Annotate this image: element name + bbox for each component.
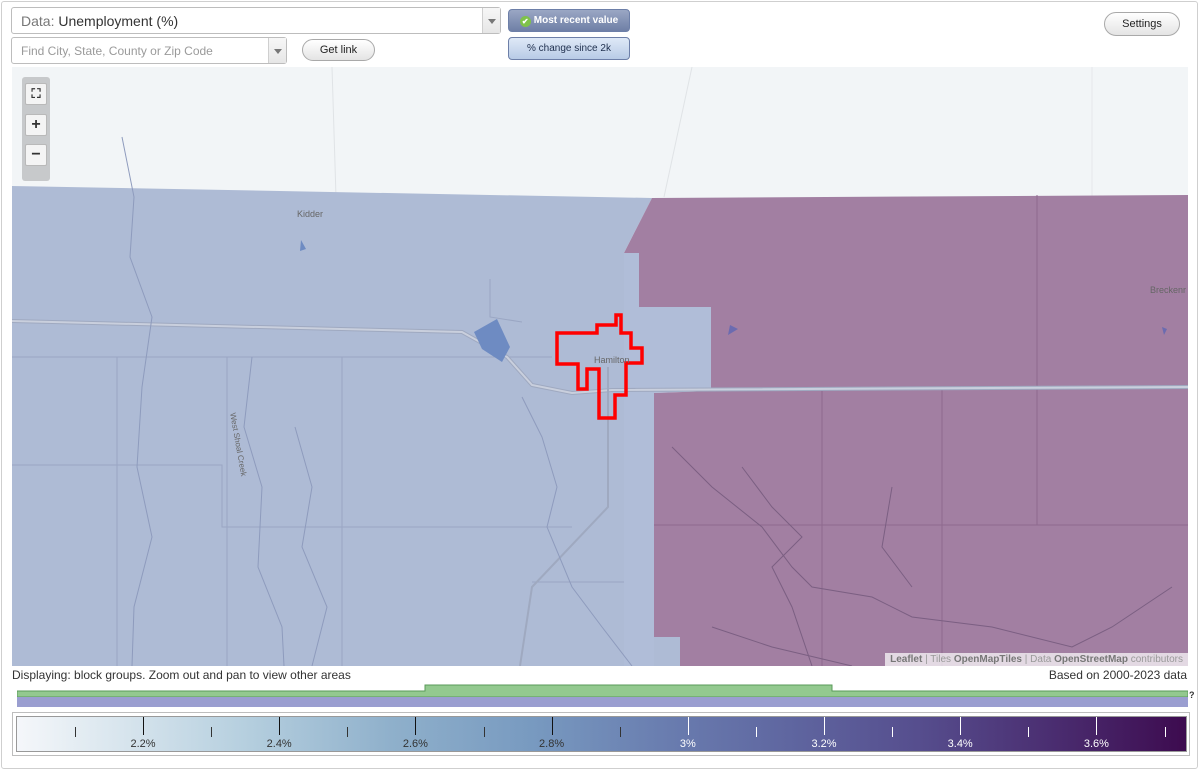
chevron-down-icon[interactable] bbox=[268, 38, 286, 63]
legend-tick-label: 2.8% bbox=[539, 738, 565, 750]
get-link-button[interactable]: Get link bbox=[302, 39, 375, 61]
legend-tick-minor bbox=[347, 727, 349, 737]
most-recent-value-toggle[interactable]: ✔ Most recent value bbox=[508, 9, 630, 32]
histogram-area-bar bbox=[17, 697, 1188, 707]
data-range-note: Based on 2000-2023 data bbox=[1048, 668, 1187, 682]
attribution-tiles-prefix: | Tiles bbox=[925, 654, 952, 665]
legend-tick-minor bbox=[619, 727, 621, 737]
map-canvas[interactable] bbox=[12, 67, 1188, 666]
data-select-text: Data: Unemployment (%) bbox=[21, 13, 178, 29]
place-label-hamilton: Hamilton bbox=[594, 355, 630, 365]
lake bbox=[1162, 327, 1167, 335]
search-input[interactable] bbox=[12, 38, 268, 63]
legend-tick-major bbox=[960, 717, 962, 735]
data-value: Unemployment (%) bbox=[58, 13, 179, 29]
legend-tick-label: 3% bbox=[679, 738, 696, 750]
settings-button[interactable]: Settings bbox=[1104, 12, 1180, 36]
zoom-out-button[interactable]: − bbox=[25, 144, 47, 166]
zoom-controls: ⛶ + − bbox=[22, 77, 50, 181]
legend-gradient: 2.2% 2.4% 2.6% 2.8% 3% 3.2% 3.4% 3.6% bbox=[16, 716, 1187, 752]
check-icon: ✔ bbox=[519, 16, 531, 27]
legend-tick-major bbox=[687, 717, 689, 735]
lake bbox=[300, 240, 306, 251]
legend-tick-label: 3.6% bbox=[1083, 738, 1109, 750]
attribution-data-prefix: | Data bbox=[1024, 654, 1052, 665]
legend-tick-major bbox=[415, 717, 417, 735]
most-recent-value-label: Most recent value bbox=[533, 15, 619, 26]
block-group-low[interactable] bbox=[654, 397, 680, 666]
legend-tick-minor bbox=[483, 727, 485, 737]
legend-tick-minor bbox=[755, 727, 757, 737]
distribution-histogram bbox=[17, 684, 1188, 707]
openstreetmap-link[interactable]: OpenStreetMap bbox=[1054, 654, 1128, 665]
block-group-low[interactable] bbox=[624, 253, 711, 666]
displaying-note: Displaying: block groups. Zoom out and p… bbox=[12, 668, 351, 682]
place-label-breckenridge: Breckenr bbox=[1150, 285, 1187, 295]
highway bbox=[12, 320, 1188, 395]
lake bbox=[728, 325, 738, 335]
chevron-down-icon[interactable] bbox=[482, 8, 500, 33]
block-group-high[interactable] bbox=[624, 195, 1188, 666]
road-line bbox=[331, 67, 337, 198]
data-select[interactable]: Data: Unemployment (%) bbox=[11, 7, 501, 34]
legend-tick-major bbox=[143, 717, 144, 735]
legend-tick-minor bbox=[211, 727, 213, 737]
fullscreen-icon[interactable]: ⛶ bbox=[25, 83, 47, 105]
legend-tick-major bbox=[279, 717, 281, 735]
leaflet-link[interactable]: Leaflet bbox=[890, 654, 923, 665]
attribution-suffix: contributors bbox=[1130, 654, 1183, 665]
histogram-neighbor-bar bbox=[17, 684, 1188, 698]
color-legend: 2.2% 2.4% 2.6% 2.8% 3% 3.2% 3.4% 3.6% bbox=[12, 712, 1190, 756]
map-attribution: Leaflet | Tiles OpenMapTiles | Data Open… bbox=[885, 653, 1188, 666]
legend-tick-major bbox=[551, 717, 553, 735]
legend-tick-label: 3.2% bbox=[811, 738, 837, 750]
map[interactable]: Kidder Hamilton Breckenr West Shoal Cree… bbox=[12, 67, 1188, 666]
data-prefix: Data: bbox=[21, 13, 55, 29]
legend-tick-minor bbox=[892, 727, 894, 737]
legend-tick-minor bbox=[1028, 727, 1030, 737]
highlight-outline[interactable] bbox=[555, 313, 644, 420]
openmaptiles-link[interactable]: OpenMapTiles bbox=[953, 654, 1022, 665]
legend-tick-label: 2.6% bbox=[402, 738, 428, 750]
road-line bbox=[663, 67, 693, 198]
road-line bbox=[519, 367, 609, 666]
block-group-low[interactable] bbox=[12, 186, 652, 666]
legend-tick-major bbox=[824, 717, 825, 735]
search-box[interactable] bbox=[11, 37, 287, 64]
boundary-lines bbox=[12, 279, 624, 666]
river bbox=[121, 136, 633, 666]
lake bbox=[474, 319, 510, 362]
help-icon[interactable]: ? bbox=[1189, 690, 1195, 700]
legend-tick-minor bbox=[1164, 727, 1166, 737]
zoom-in-button[interactable]: + bbox=[25, 114, 47, 136]
legend-tick-minor bbox=[74, 727, 76, 737]
place-label-kidder: Kidder bbox=[297, 209, 324, 219]
river bbox=[671, 446, 1173, 666]
legend-tick-major bbox=[1096, 717, 1098, 735]
legend-tick-label: 2.4% bbox=[266, 738, 292, 750]
legend-tick-label: 2.2% bbox=[130, 738, 156, 750]
legend-tick-label: 3.4% bbox=[947, 738, 973, 750]
percent-change-toggle[interactable]: % change since 2k bbox=[508, 37, 630, 60]
